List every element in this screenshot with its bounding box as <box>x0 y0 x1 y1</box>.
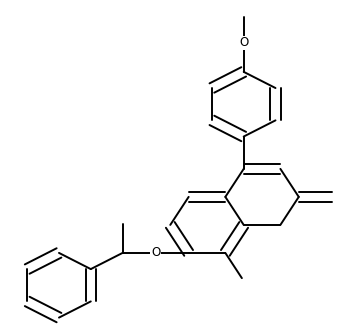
Text: O: O <box>239 36 248 49</box>
Text: O: O <box>151 246 160 259</box>
